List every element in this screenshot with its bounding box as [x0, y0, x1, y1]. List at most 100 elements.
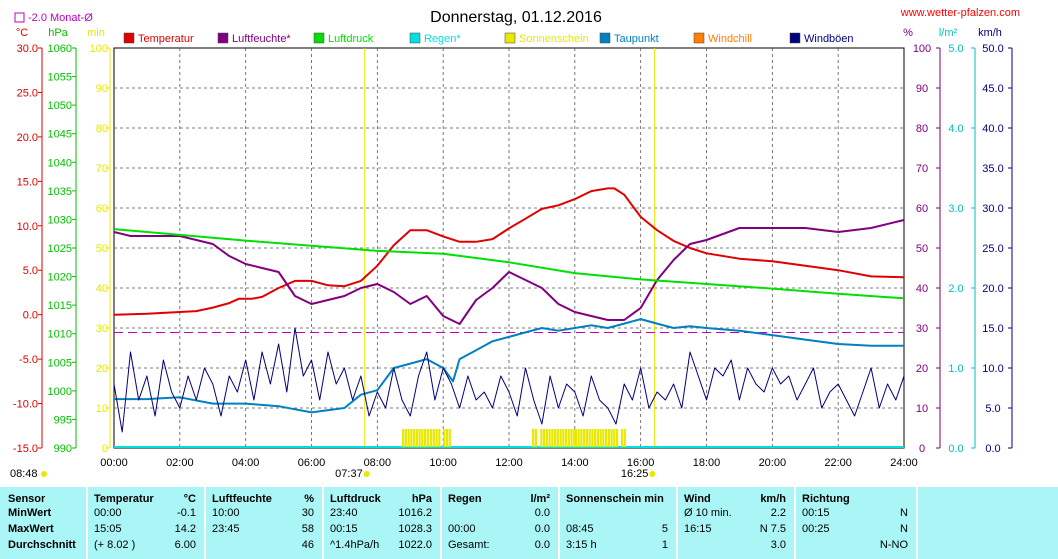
pressure-axis-label: 1035 [48, 186, 72, 198]
sunshine-bar [620, 429, 624, 447]
table-header: Luftfeuchte [212, 493, 272, 505]
pressure-axis-unit: hPa [48, 27, 68, 39]
temp-axis-unit: °C [16, 27, 28, 39]
sunshine-bar [623, 429, 626, 447]
time-axis-label: 12:00 [495, 457, 523, 469]
table-cell: 23:40 [330, 507, 358, 519]
sunshine-bar [567, 429, 570, 447]
sunshine-bar [543, 429, 546, 447]
legend-label: Regen* [424, 33, 461, 45]
pressure-axis-label: 1000 [48, 386, 72, 398]
temp-axis-label: 10.0 [17, 221, 38, 233]
temp-axis-label: 25.0 [17, 87, 38, 99]
table-cell: 16:15 [684, 523, 712, 535]
pressure-axis-label: 1040 [48, 157, 72, 169]
wind-axis-label: 15.0 [982, 323, 1003, 335]
sunshine-bar [445, 429, 449, 447]
pressure-axis-label: 1025 [48, 243, 72, 255]
table-cell-value: 14.2 [174, 523, 196, 535]
time-axis-label: 00:00 [100, 457, 128, 469]
humidity-axis-label: 40 [916, 283, 928, 295]
table-cell-value: 46 [301, 539, 314, 551]
table-cell: 08:45 [566, 523, 594, 535]
month-avg-label: -2.0 Monat-Ø [28, 12, 93, 24]
temp-axis-label: -5.0 [19, 354, 38, 366]
sunshine-bar [545, 429, 548, 447]
site-link[interactable]: www.wetter-pfalzen.com [900, 7, 1020, 19]
table-cell-value: 6.00 [174, 539, 196, 551]
table-header-unit: km/h [760, 493, 786, 505]
time-axis-label: 22:00 [824, 457, 852, 469]
table-cell: 00:00 [448, 523, 476, 535]
humidity-axis-label: 0 [919, 443, 925, 455]
rain-axis-label: 4.0 [948, 123, 963, 135]
table-header: Sensor [8, 493, 46, 505]
sunshine-bar [599, 429, 602, 447]
pressure-axis-label: 1050 [48, 100, 72, 112]
table-cell-value: 5 [661, 523, 668, 535]
wind-axis-label: 5.0 [985, 403, 1000, 415]
table-header: Sonnenschein min [566, 493, 664, 505]
sunshine-bar [613, 429, 616, 447]
table-column: Luftdruck hPa 23:40 1016.2 00:15 1028.3 ^1.4hP… [324, 487, 440, 559]
wind-axis-unit: km/h [978, 27, 1002, 39]
legend-swatch [123, 32, 135, 44]
sunshine-bar [426, 429, 429, 447]
table-cell: ^1.4hPa/h [330, 539, 380, 551]
temp-axis-label: -10.0 [13, 399, 38, 411]
sunshine-bar [553, 429, 557, 447]
sunshine-bar [415, 429, 418, 447]
legend-swatch [217, 32, 229, 44]
legend-label: Windböen [804, 33, 854, 45]
humidity-axis-label: 70 [916, 163, 928, 175]
rain-axis-label: 1.0 [948, 363, 963, 375]
sunshine-bar [435, 429, 438, 447]
table-column: Wind km/h Ø 10 min. 2.2 16:15 N 7.5 3.0 [678, 487, 794, 559]
table-cell-value: 0.0 [534, 539, 550, 551]
sunshine-bar [573, 429, 576, 447]
table-header-unit: % [304, 493, 314, 505]
sunshine-bar [534, 429, 537, 447]
wind-axis-label: 50.0 [982, 43, 1003, 55]
time-axis-label: 24:00 [890, 457, 918, 469]
time-axis-label: 02:00 [166, 457, 194, 469]
pressure-axis-label: 1045 [48, 129, 72, 141]
minutes-axis-label: 50 [96, 243, 108, 255]
time-axis-label: 20:00 [759, 457, 787, 469]
table-column: Temperatur °C 00:00 -0.1 15:05 14.2 (+ 8.02 ) 6… [88, 487, 204, 559]
sunset-time: 16:25 [621, 468, 649, 480]
table-header-unit: hPa [411, 493, 432, 505]
sunshine-bar [556, 429, 559, 447]
sunshine-bar [604, 429, 608, 447]
humidity-axis-label: 100 [913, 43, 931, 55]
rain-axis-label: 3.0 [948, 203, 963, 215]
table-header: Temperatur [94, 493, 154, 505]
table-cell-value: 1022.0 [398, 539, 432, 551]
minutes-axis-label: 30 [96, 323, 108, 335]
table-cell-value: 0.0 [534, 523, 550, 535]
legend-label: Luftfeuchte* [232, 33, 291, 45]
temp-axis-label: 20.0 [17, 132, 38, 144]
minutes-axis-label: 70 [96, 163, 108, 175]
sunshine-bar [402, 429, 405, 447]
minutes-axis-label: 90 [96, 83, 108, 95]
pressure-axis-label: 995 [54, 414, 72, 426]
time-axis-label: 08:00 [364, 457, 392, 469]
plot-grid [113, 47, 905, 449]
legend-swatch [599, 32, 611, 44]
wind-axis-label: 40.0 [982, 123, 1003, 135]
sunshine-bar [410, 429, 413, 447]
humidity-axis-label: 60 [916, 203, 928, 215]
minutes-axis-unit: min [87, 27, 105, 39]
humidity-axis-label: 10 [916, 403, 928, 415]
sunshine-bar [588, 429, 591, 447]
sunshine-bar [443, 429, 446, 447]
table-cell-value: 1028.3 [398, 523, 432, 535]
temp-axis-label: 30.0 [17, 43, 38, 55]
sunshine-bar [591, 429, 594, 447]
sunshine-bar [577, 429, 580, 447]
pressure-axis-label: 1005 [48, 357, 72, 369]
series-line-luftfeuchte [113, 219, 905, 325]
sunshine-bar [548, 429, 551, 447]
series-line-taupunkt [114, 318, 904, 414]
